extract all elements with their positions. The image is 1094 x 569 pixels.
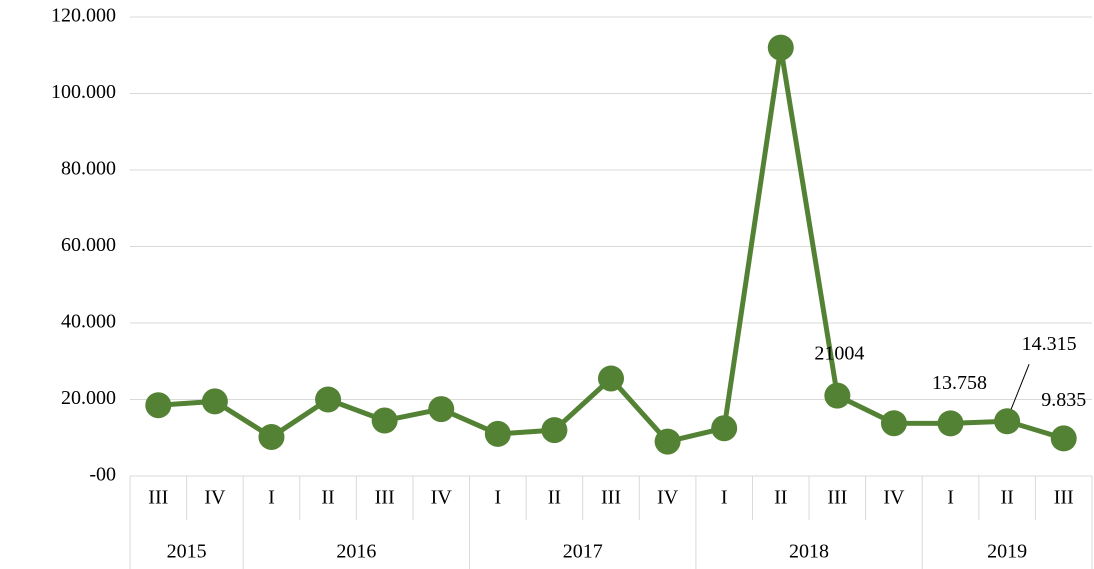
data-label: 13.758 xyxy=(932,372,987,394)
group-label: 2015 xyxy=(167,541,207,563)
point xyxy=(258,423,285,450)
point xyxy=(315,386,342,413)
x-tick-label: I xyxy=(947,487,954,509)
point xyxy=(824,382,851,409)
y-tick-label: 20.000 xyxy=(61,387,116,409)
y-tick-label: 120.000 xyxy=(51,5,116,27)
x-tick-label: II xyxy=(321,487,334,509)
group-label: 2017 xyxy=(563,541,603,563)
point xyxy=(484,420,511,447)
y-tick-label: 60.000 xyxy=(61,234,116,256)
point xyxy=(937,410,964,437)
data-label: 9.835 xyxy=(1041,389,1086,411)
x-tick-label: IV xyxy=(883,487,905,509)
x-tick-label: III xyxy=(827,487,847,509)
x-tick-label: I xyxy=(268,487,275,509)
point xyxy=(371,407,398,434)
point xyxy=(711,415,738,442)
point xyxy=(428,396,455,423)
point xyxy=(994,408,1021,435)
data-label: 14.315 xyxy=(1022,333,1077,355)
leader-line xyxy=(1010,364,1030,410)
group-label: 2018 xyxy=(789,541,829,563)
x-tick-label: III xyxy=(601,487,621,509)
x-tick-label: II xyxy=(774,487,787,509)
x-tick-label: II xyxy=(548,487,561,509)
group-label: 2019 xyxy=(987,541,1027,563)
point xyxy=(598,365,624,392)
group-label: 2016 xyxy=(336,541,376,563)
x-tick-label: III xyxy=(375,487,395,509)
y-tick-label: 40.000 xyxy=(61,311,116,333)
x-tick-label: III xyxy=(1054,487,1074,509)
point xyxy=(654,428,681,455)
x-tick-label: III xyxy=(148,487,168,509)
point xyxy=(541,417,568,444)
x-tick-label: II xyxy=(1000,487,1013,509)
point xyxy=(1050,425,1077,452)
point xyxy=(767,34,794,61)
y-tick-label: 100.000 xyxy=(51,81,116,103)
x-tick-label: IV xyxy=(204,487,226,509)
point xyxy=(201,388,228,415)
y-tick-label: 80.000 xyxy=(61,158,116,180)
data-label: 21004 xyxy=(814,342,864,364)
y-tick-label: -00 xyxy=(89,464,116,486)
x-tick-label: IV xyxy=(431,487,453,509)
point xyxy=(880,410,907,437)
x-tick-label: IV xyxy=(657,487,679,509)
point xyxy=(145,392,172,419)
x-tick-label: I xyxy=(494,487,501,509)
x-tick-label: I xyxy=(721,487,728,509)
